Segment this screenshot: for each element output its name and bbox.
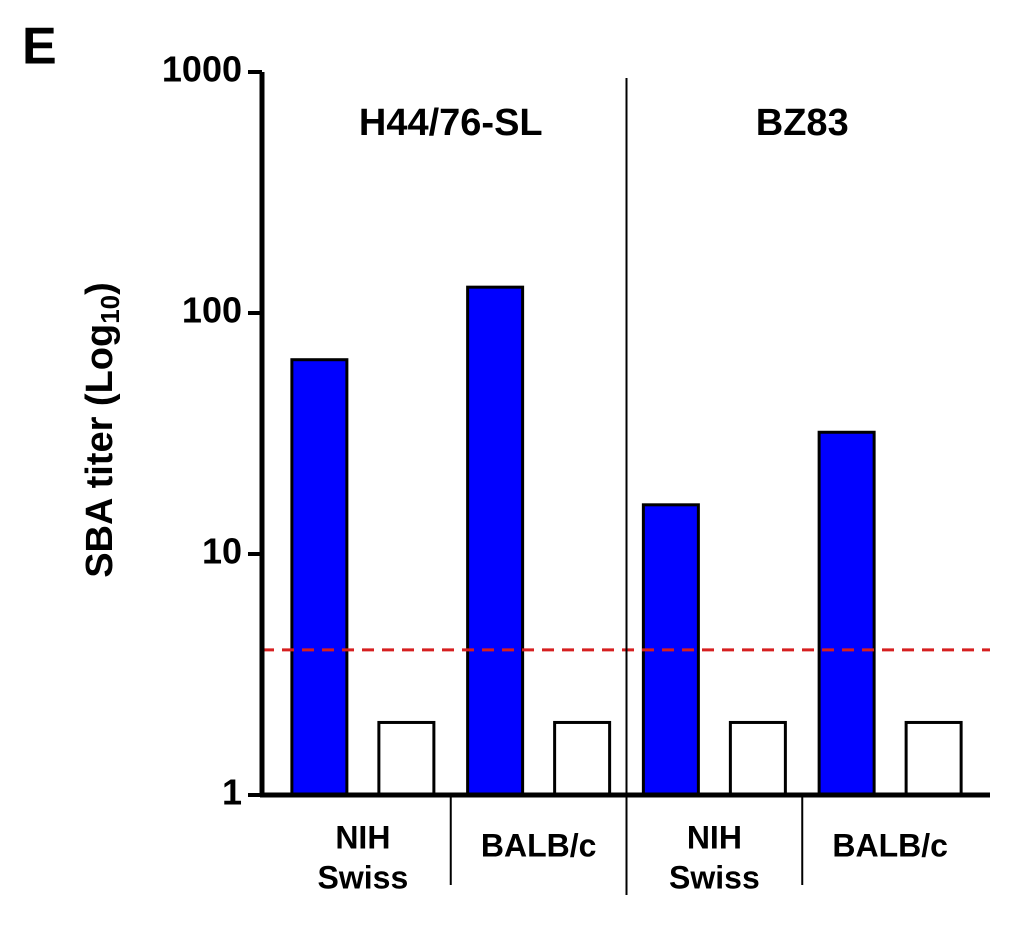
y-tick-label: 1 <box>222 772 242 813</box>
y-tick-label: 100 <box>182 290 242 331</box>
bar <box>904 720 963 797</box>
y-tick-label: 10 <box>202 531 242 572</box>
y-axis-label: SBA titer (Log10) <box>79 282 125 578</box>
y-tick-label: 1000 <box>162 49 242 90</box>
x-tick-label: Swiss <box>318 859 409 895</box>
group-title: H44/76-SL <box>359 102 543 144</box>
y-label-text: SBA titer (Log <box>79 324 121 578</box>
y-label-subscript: 10 <box>95 295 125 324</box>
bar <box>728 720 787 797</box>
bar <box>553 720 612 797</box>
bar <box>817 430 876 797</box>
panel-label: E <box>22 18 57 76</box>
bar <box>377 720 436 797</box>
y-label-suffix: ) <box>79 282 121 295</box>
bar <box>466 285 525 797</box>
x-tick-label: BALB/c <box>481 827 597 863</box>
x-tick-label: NIH <box>687 819 742 855</box>
x-tick-label: Swiss <box>669 859 760 895</box>
bar <box>290 358 349 797</box>
x-tick-label: NIH <box>335 819 390 855</box>
x-tick-label: BALB/c <box>832 827 948 863</box>
group-title: BZ83 <box>756 102 849 144</box>
